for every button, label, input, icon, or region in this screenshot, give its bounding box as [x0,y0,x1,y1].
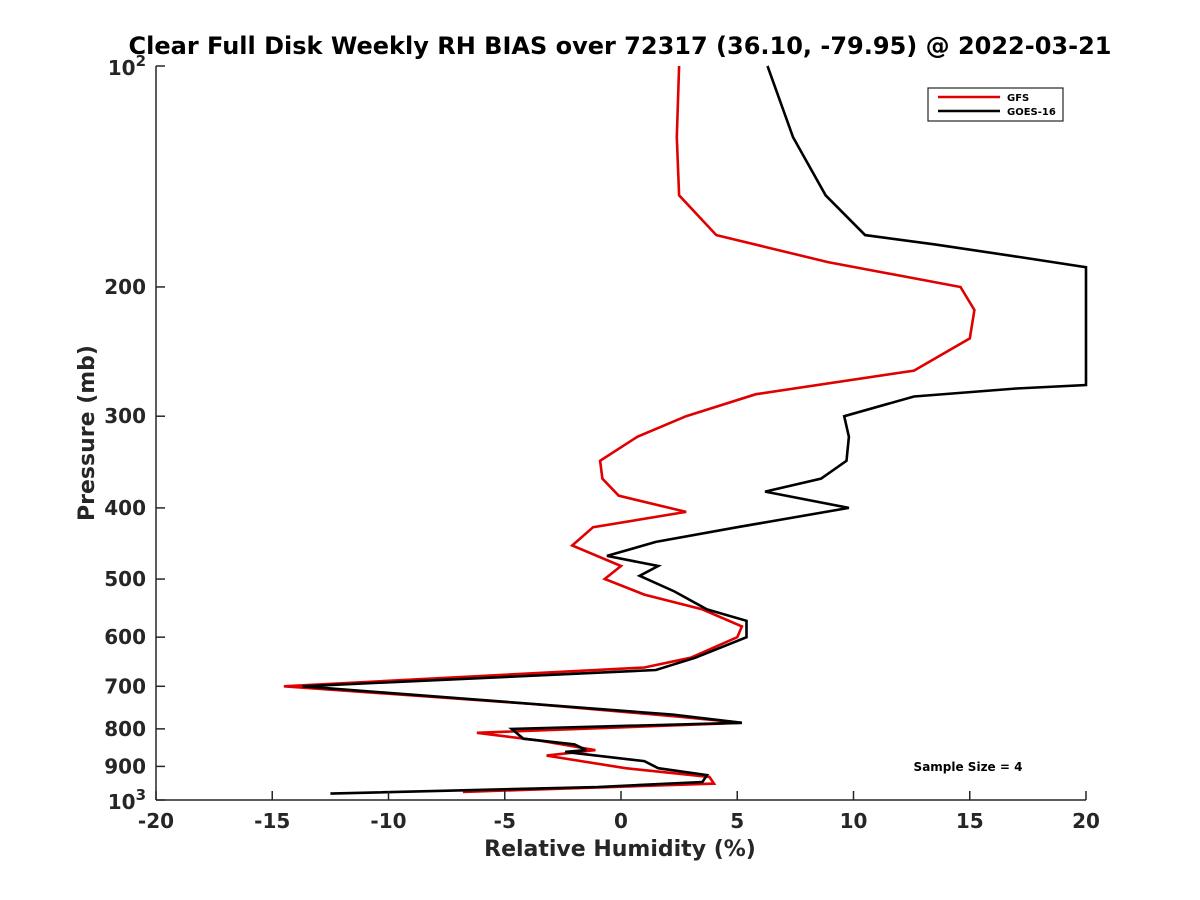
x-tick-label: -15 [254,809,290,833]
y-tick-label: 600 [104,625,146,649]
sample-size-annotation: Sample Size = 4 [914,760,1023,774]
y-tick-base: 10 [108,56,136,80]
y-tick-base: 10 [108,790,136,814]
x-tick-label: 5 [730,809,744,833]
series-line-goes-16 [302,65,1088,795]
y-tick-label: 300 [104,404,146,428]
y-tick-exponent: 2 [136,52,146,70]
x-tick-label: -20 [138,809,174,833]
legend-box [927,87,1064,122]
y-tick-label: 400 [104,496,146,520]
x-tick-label: 0 [614,809,628,833]
x-tick-label: 10 [840,809,868,833]
x-tick-label: -5 [494,809,516,833]
x-tick-label: 20 [1072,809,1100,833]
y-tick-label: 200 [104,275,146,299]
legend-entry: GOES-16 [1007,107,1056,118]
x-tick-label: 15 [956,809,984,833]
series-layer [283,65,1088,795]
chart-title: Clear Full Disk Weekly RH BIAS over 7231… [129,32,1112,60]
y-tick-exponent: 3 [136,786,146,804]
plot-area: -20 -15 -10 -5 0 5 10 15 20 200 300 400 500 600 700 80… [104,52,1100,833]
legend-entry: GFS [1007,93,1029,104]
y-tick-label: 102 [108,52,146,80]
x-tick-label: -10 [370,809,406,833]
x-axis-label: Relative Humidity (%) [484,837,756,862]
legend: GFS GOES-16 [927,87,1064,122]
y-tick-label: 800 [104,717,146,741]
y-tick-label: 700 [104,674,146,698]
y-tick-label: 103 [108,786,146,814]
x-axis-ticks: -20 -15 -10 -5 0 5 10 15 20 [138,791,1100,833]
y-tick-label: 900 [104,754,146,778]
y-tick-label: 500 [104,567,146,591]
y-axis-label: Pressure (mb) [75,345,100,521]
